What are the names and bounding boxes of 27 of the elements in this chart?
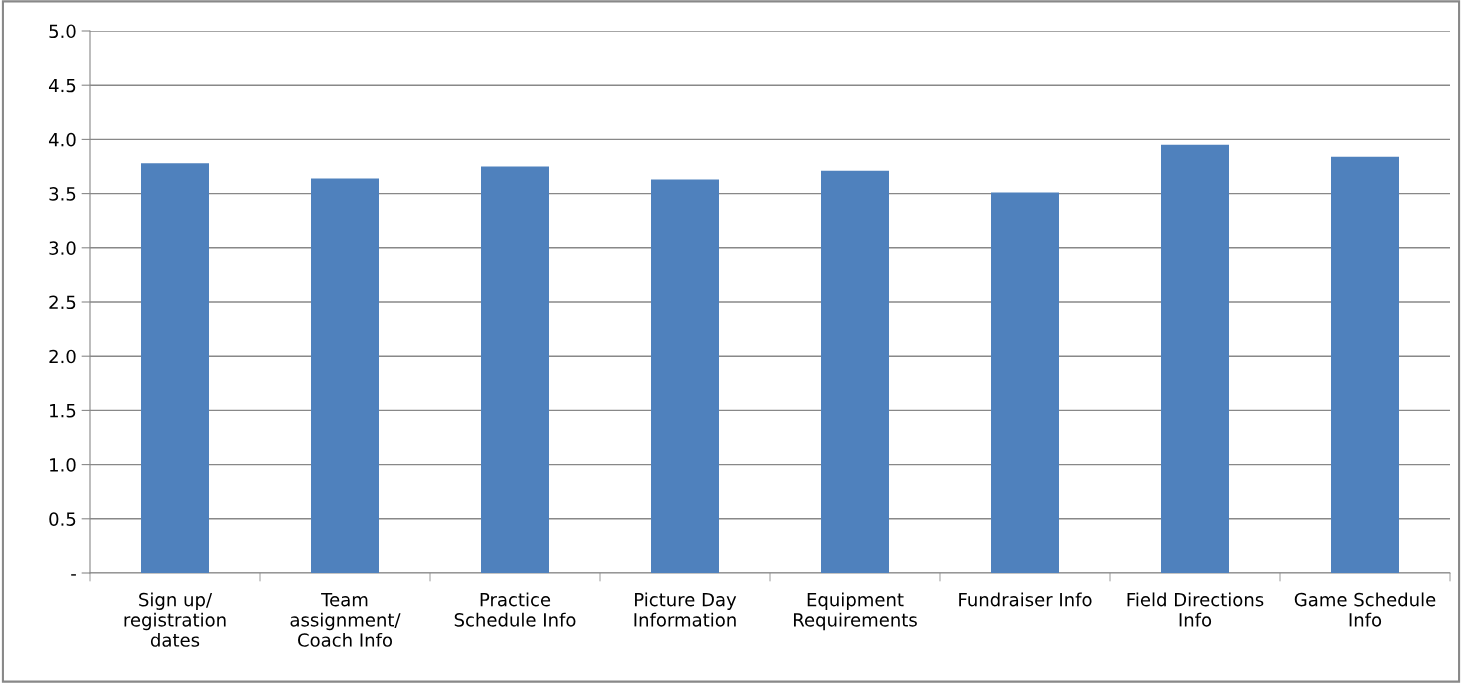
x-tick-label: Equipment Requirements <box>794 592 917 631</box>
y-tick-label: 1.5 <box>50 404 76 418</box>
bar <box>481 166 549 573</box>
x-tick-label: Practice Schedule Info <box>454 592 576 627</box>
x-tick-label: Fundraiser Info <box>959 592 1092 607</box>
bar <box>651 179 719 573</box>
x-tick-label: Sign up/ registration dates <box>124 592 226 647</box>
y-tick-label: 5.0 <box>49 24 76 39</box>
x-tick-label: Picture Day Information <box>634 592 737 627</box>
y-tick-label: 2.5 <box>49 295 76 310</box>
y-tick-label: 3.0 <box>49 241 76 255</box>
y-tick-label: 2.0 <box>49 349 76 364</box>
bar <box>141 163 209 573</box>
y-tick-label: 4.5 <box>48 78 76 93</box>
y-tick-label: 1.0 <box>50 458 76 472</box>
bar <box>311 178 379 573</box>
x-tick-label: Game Schedule Info <box>1294 592 1436 627</box>
y-tick-label: 3.5 <box>49 187 76 201</box>
bar <box>821 170 889 573</box>
x-tick-label: Team assignment/ Coach Info <box>290 593 401 647</box>
y-tick-label: 0.5 <box>49 512 76 526</box>
bar <box>1161 144 1229 573</box>
y-tick-label: 4.0 <box>48 132 76 147</box>
x-tick-label: Field Directions Info <box>1127 592 1264 627</box>
bar <box>1331 156 1399 573</box>
y-tick-label: - <box>71 574 76 576</box>
bar <box>991 192 1059 573</box>
